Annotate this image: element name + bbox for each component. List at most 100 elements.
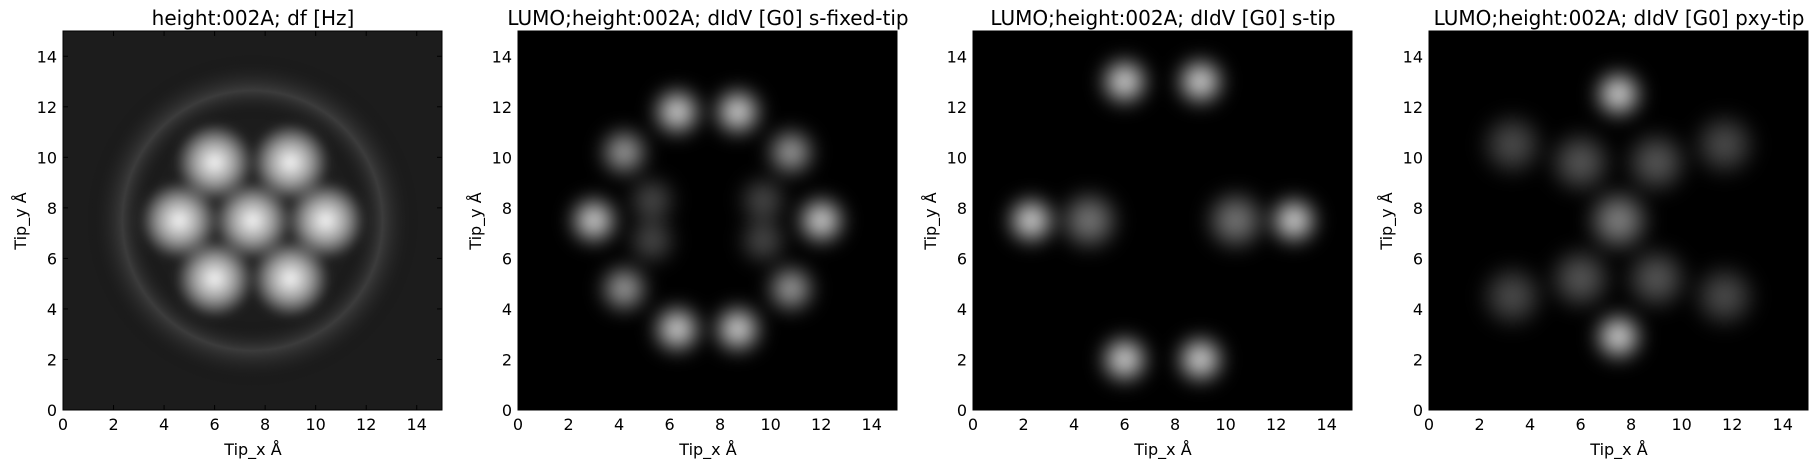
y-tick-label: 4 — [957, 300, 967, 319]
panel-1-title: LUMO;height:002A; dIdV [G0] s-fixed-tip — [507, 6, 908, 30]
panel-3: LUMO;height:002A; dIdV [G0] pxy-tip 0 2 4 6… — [1377, 6, 1809, 460]
y-tick-label: 12 — [37, 98, 57, 117]
x-tick-label: 14 — [407, 415, 427, 434]
y-tick-label: 0 — [47, 401, 57, 420]
panel-1: LUMO;height:002A; dIdV [G0] s-fixed-tip … — [466, 6, 909, 460]
heatmap-feature-2 — [597, 125, 651, 179]
heatmap-feature-7 — [764, 262, 818, 316]
panel-3-ylabel: Tip_y Å — [1377, 192, 1397, 250]
heatmap-feature-2 — [140, 181, 219, 260]
y-tick-label: 2 — [1413, 350, 1423, 369]
y-tick-label: 6 — [47, 249, 57, 268]
heatmap-feature-3 — [1267, 193, 1321, 248]
heatmap-feature-2 — [1004, 193, 1058, 248]
panel-2-title: LUMO;height:002A; dIdV [G0] s-tip — [990, 6, 1335, 30]
panel-2-xlabel: Tip_x Å — [1133, 440, 1191, 460]
heatmap-feature-4 — [286, 181, 365, 260]
heatmap-feature-3 — [1546, 128, 1615, 197]
heatmap-feature-0 — [650, 85, 704, 139]
heatmap-image — [63, 31, 442, 410]
y-tick-label: 12 — [1403, 98, 1423, 117]
axes-frame — [517, 30, 898, 411]
x-tick-label: 8 — [1170, 415, 1180, 434]
axes-frame — [972, 30, 1353, 411]
x-tick-label: 6 — [210, 415, 220, 434]
heatmap-feature-9 — [1478, 262, 1547, 331]
heatmap-feature-6 — [251, 239, 330, 318]
x-tick-label: 12 — [1266, 415, 1286, 434]
x-tick-label: 4 — [159, 415, 169, 434]
heatmap-feature-5 — [1173, 332, 1227, 386]
y-tick-label: 2 — [47, 350, 57, 369]
heatmap-feature-6 — [1622, 244, 1691, 313]
x-tick-label: 12 — [356, 415, 376, 434]
heatmap-feature-4 — [567, 193, 621, 248]
heatmap-feature-5 — [175, 239, 254, 318]
x-tick-label: 10 — [1215, 415, 1235, 434]
heatmap-feature-9 — [711, 302, 765, 356]
heatmap-feature-5 — [1546, 244, 1615, 313]
y-tick-label: 12 — [947, 98, 967, 117]
heatmap-feature-1 — [1591, 310, 1646, 364]
panel-0-plot-area: 0 2 4 6 8 10 12 14 0 2 4 6 8 10 12 14 — [37, 30, 443, 434]
y-tick-label: 14 — [947, 47, 967, 66]
y-tick-label: 8 — [957, 199, 967, 218]
panel-0-ylabel: Tip_y Å — [11, 192, 31, 250]
y-tick-label: 0 — [1413, 401, 1423, 420]
heatmap-feature-4 — [1098, 332, 1152, 386]
heatmap-feature-11 — [736, 173, 790, 227]
x-tick-label: 12 — [1722, 415, 1742, 434]
y-tick-label: 0 — [502, 401, 512, 420]
heatmap-image — [1429, 31, 1808, 410]
heatmap-feature-12 — [625, 214, 679, 268]
x-tick-label: 4 — [614, 415, 624, 434]
heatmap-feature-0 — [1591, 67, 1646, 121]
x-tick-label: 14 — [862, 415, 882, 434]
x-tick-label: 10 — [1671, 415, 1691, 434]
x-tick-label: 2 — [1018, 415, 1028, 434]
x-tick-label: 12 — [811, 415, 831, 434]
x-tick-label: 0 — [513, 415, 523, 434]
heatmap-feature-8 — [1690, 110, 1759, 179]
heatmap-feature-0 — [175, 123, 254, 202]
x-tick-label: 2 — [563, 415, 573, 434]
heatmap-feature-10 — [1690, 262, 1759, 331]
x-tick-label: 14 — [1773, 415, 1793, 434]
x-tick-label: 4 — [1069, 415, 1079, 434]
x-tick-label: 8 — [715, 415, 725, 434]
heatmap-feature-10 — [625, 173, 679, 227]
heatmap-feature-7 — [1202, 187, 1269, 254]
heatmap-feature-1 — [251, 123, 330, 202]
x-tick-label: 0 — [58, 415, 68, 434]
y-tick-label: 8 — [47, 199, 57, 218]
heatmap-feature-0 — [1098, 55, 1152, 109]
x-tick-label: 6 — [1576, 415, 1586, 434]
heatmap-feature-4 — [1622, 128, 1691, 197]
panel-3-xlabel: Tip_x Å — [1589, 440, 1647, 460]
y-tick-label: 6 — [502, 249, 512, 268]
heatmap-feature-6 — [1056, 187, 1123, 254]
heatmap-feature-1 — [711, 85, 765, 139]
y-tick-label: 2 — [502, 350, 512, 369]
x-tick-label: 4 — [1525, 415, 1535, 434]
y-tick-label: 0 — [957, 401, 967, 420]
heatmap-feature-6 — [597, 262, 651, 316]
y-tick-label: 12 — [492, 98, 512, 117]
y-tick-label: 14 — [492, 47, 512, 66]
x-tick-label: 10 — [305, 415, 325, 434]
x-tick-label: 6 — [665, 415, 675, 434]
panel-2: LUMO;height:002A; dIdV [G0] s-tip 0 2 4 6 8 1… — [921, 6, 1353, 460]
x-tick-label: 2 — [108, 415, 118, 434]
panel-2-plot-area: 0 2 4 6 8 10 12 14 0 2 4 6 8 10 12 14 — [947, 30, 1353, 434]
x-tick-label: 8 — [260, 415, 270, 434]
y-tick-label: 10 — [1403, 148, 1423, 167]
heatmap-image — [973, 31, 1352, 410]
heatmap-feature-3 — [764, 125, 818, 179]
panel-3-title: LUMO;height:002A; dIdV [G0] pxy-tip — [1434, 6, 1805, 30]
y-tick-label: 6 — [957, 249, 967, 268]
x-tick-label: 2 — [1474, 415, 1484, 434]
panel-1-xlabel: Tip_x Å — [678, 440, 736, 460]
x-tick-label: 6 — [1120, 415, 1130, 434]
